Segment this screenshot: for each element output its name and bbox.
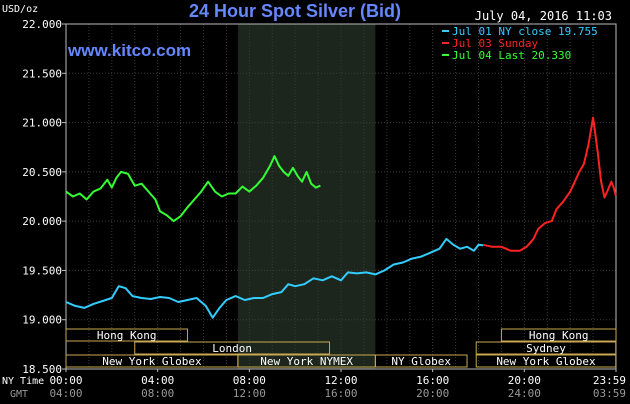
y-tick-labels: 22.000 21.500 21.000 20.500 20.000 19.500 19.0… <box>22 18 62 376</box>
x-tick-label-gmt: 16:00 <box>324 387 357 400</box>
y-tick-label: 19.000 <box>22 314 62 327</box>
session-label: Sydney <box>526 342 566 355</box>
session-bar <box>65 328 188 342</box>
x-tick-label-ny: 16:00 <box>416 374 449 387</box>
session-label: New York Globex <box>496 355 596 368</box>
session-bar <box>374 354 468 368</box>
x-tick-label-gmt: 24:00 <box>508 387 541 400</box>
session-bar <box>475 341 617 355</box>
session-label: NY Globex <box>391 355 451 368</box>
y-axis-label: USD/oz <box>2 4 38 15</box>
site-name: www.kitco.com <box>67 41 191 60</box>
y-tick-label: 22.000 <box>22 18 62 31</box>
session-label: London <box>212 342 252 355</box>
session-label: Hong Kong <box>97 329 157 342</box>
session-bar <box>134 341 331 355</box>
session-bar <box>500 328 617 342</box>
x-tick-label-gmt: 08:00 <box>141 387 174 400</box>
y-tick-label: 18.500 <box>22 363 62 376</box>
y-tick-label: 21.000 <box>22 117 62 130</box>
x-tick-label-gmt: 03:59 <box>593 387 626 400</box>
y-tick-label: 21.500 <box>22 67 62 80</box>
x-axis: NY TimeGMT00:0004:0004:0008:0008:0012:00… <box>2 369 626 400</box>
y-tick-label: 19.500 <box>22 264 62 277</box>
x-tick-label-gmt: 04:00 <box>49 387 82 400</box>
timestamp: July 04, 2016 11:03 <box>475 9 612 23</box>
series-line <box>65 237 484 319</box>
x-tick-label-gmt: 12:00 <box>233 387 266 400</box>
series-line <box>482 116 617 252</box>
x-axis-title-ny: NY Time <box>2 376 44 387</box>
x-tick-label-ny: 23:59 <box>593 374 626 387</box>
x-tick-label-ny: 00:00 <box>49 374 82 387</box>
session-bar <box>475 354 617 368</box>
grid <box>62 23 616 370</box>
legend-entry: Jul 01 NY close 19.755 <box>452 25 598 38</box>
x-tick-label-ny: 08:00 <box>233 374 266 387</box>
x-tick-label-gmt: 20:00 <box>416 387 449 400</box>
x-tick-label-ny: 04:00 <box>141 374 174 387</box>
x-axis-title-gmt: GMT <box>10 389 28 400</box>
y-tick-label: 20.500 <box>22 166 62 179</box>
y-tick-label: 20.000 <box>22 215 62 228</box>
chart-title: 24 Hour Spot Silver (Bid) <box>189 1 401 21</box>
session-label: New York Globex <box>102 355 202 368</box>
session-label: Hong Kong <box>529 329 589 342</box>
series-line <box>65 155 321 223</box>
legend-entry: Jul 04 Last 20.330 <box>452 49 571 62</box>
series-lines <box>65 116 617 319</box>
x-tick-label-ny: 20:00 <box>508 374 541 387</box>
x-tick-label-ny: 12:00 <box>324 374 357 387</box>
legend-entry: Jul 03 Sunday <box>452 37 538 50</box>
nymex-shade <box>237 24 376 369</box>
session-label: New York NYMEX <box>260 355 353 368</box>
